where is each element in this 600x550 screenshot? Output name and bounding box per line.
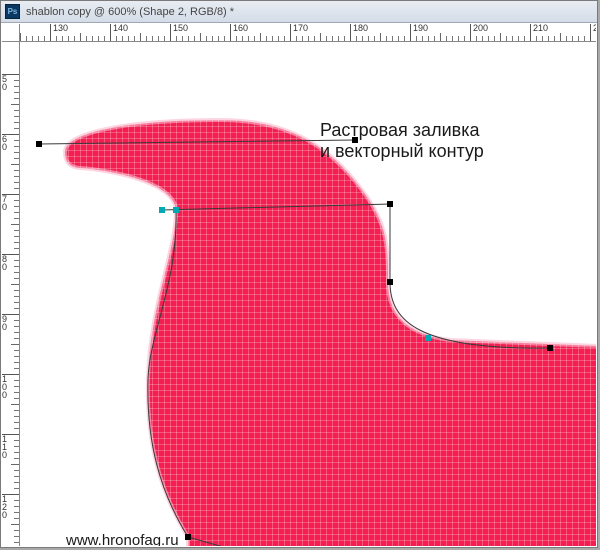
anchor-point[interactable] [159, 207, 165, 213]
document-window: Ps shablon copy @ 600% (Shape 2, RGB/8) … [0, 0, 598, 548]
ruler-corner[interactable] [2, 24, 20, 42]
shape-fill[interactable] [20, 42, 596, 546]
app-logo-icon: Ps [5, 4, 20, 19]
anchor-point[interactable] [387, 201, 393, 207]
anchor-point[interactable] [185, 534, 191, 540]
anchor-point[interactable] [173, 207, 179, 213]
overlay-caption: Растровая заливка и векторный контур [320, 120, 484, 162]
anchor-point[interactable] [36, 141, 42, 147]
titlebar[interactable]: Ps shablon copy @ 600% (Shape 2, RGB/8) … [1, 1, 597, 23]
overlay-caption-line1: Растровая заливка [320, 120, 484, 141]
ruler-vertical[interactable]: 5060708090100110120 [2, 42, 20, 546]
canvas[interactable]: Растровая заливка и векторный контур www… [20, 42, 596, 546]
anchor-point[interactable] [387, 279, 393, 285]
anchor-point[interactable] [547, 345, 553, 351]
ruler-horizontal[interactable]: 120130140150160170180190200210220 [20, 24, 596, 42]
watermark: www.hronofag.ru [66, 532, 179, 546]
anchor-point[interactable] [425, 335, 431, 341]
overlay-caption-line2: и векторный контур [320, 141, 484, 162]
document-title: shablon copy @ 600% (Shape 2, RGB/8) * [26, 6, 234, 18]
